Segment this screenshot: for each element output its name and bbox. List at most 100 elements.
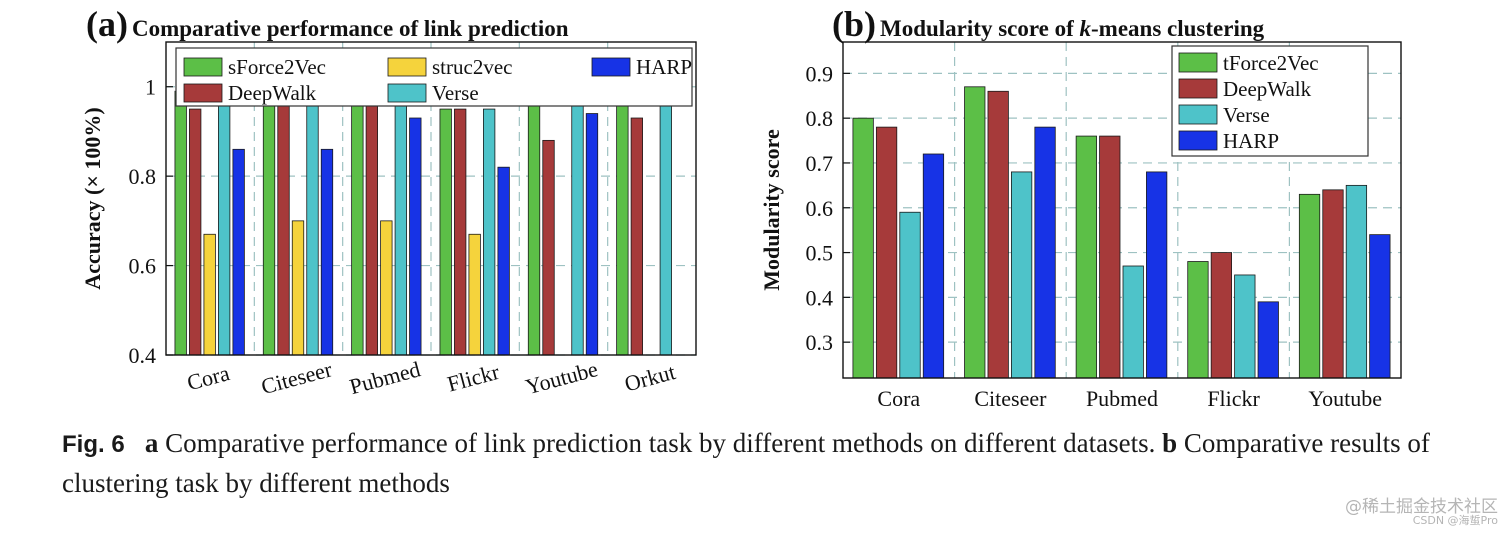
y-tick-label: 1: [145, 75, 156, 100]
bar-deepwalk-flickr: [1210, 252, 1232, 379]
y-tick-label: 0.8: [129, 164, 157, 189]
bar-deepwalk-youtube: [1322, 189, 1344, 379]
x-tick-label: Pubmed: [347, 356, 423, 399]
figure-caption: Fig. 6 a Comparative performance of link…: [62, 424, 1462, 502]
x-tick-label: Pubmed: [1086, 386, 1158, 411]
legend-swatch-sforce2vec: [183, 57, 223, 77]
bar-deepwalk-pubmed: [365, 99, 378, 356]
axes-frame: [842, 41, 1402, 379]
bar-harp-citeseer: [320, 148, 334, 356]
bar-verse-cora: [899, 211, 921, 379]
chart-panel-a: 0.4 0.6 0.8 1 Cora Citeseer Pubmed Flickr Youtub…: [80, 4, 697, 399]
bar-verse-youtube: [1345, 184, 1368, 379]
x-tick-label: Youtube: [523, 356, 601, 399]
bar-deepwalk-pubmed: [1099, 135, 1121, 379]
y-tick-label: 0.4: [129, 343, 157, 368]
title-text-suffix: -means clustering: [1091, 16, 1265, 41]
x-tick-label: Citeseer: [259, 356, 336, 399]
bar-verse-citeseer: [1011, 171, 1033, 379]
bar-deepwalk-youtube: [542, 139, 555, 356]
legend-label-verse: Verse: [432, 81, 479, 105]
legend-label-verse: Verse: [1223, 103, 1270, 127]
x-tick-label: Citeseer: [974, 386, 1047, 411]
bar-verse-cora: [218, 90, 231, 356]
bar-deepwalk-cora: [875, 126, 898, 379]
legend-label-tforce2vec: tForce2Vec: [1223, 51, 1319, 75]
x-tick-label: Cora: [184, 360, 232, 395]
watermark-line1: @稀土掘金技术社区: [1345, 497, 1498, 517]
chart-title: (a) Comparative performance of link predi…: [86, 4, 569, 44]
watermark: @稀土掘金技术社区 CSDN @海蜇Pro: [1345, 497, 1498, 528]
x-tick-label: Flickr: [1207, 386, 1260, 411]
bar-tforce2vec-cora: [852, 117, 874, 379]
legend-swatch-verse: [1178, 104, 1218, 125]
bar-tforce2vec-citeseer: [964, 86, 986, 379]
legend-swatch-deepwalk: [1178, 78, 1218, 99]
bar-verse-pubmed: [394, 99, 407, 356]
x-tick-label: Flickr: [445, 359, 503, 397]
bar-harp-pubmed: [409, 117, 422, 356]
bar-verse-citeseer: [306, 90, 319, 356]
title-text: Modularity score of: [880, 16, 1080, 41]
bar-struc2vec-flickr: [468, 233, 481, 356]
y-axis-label: Accuracy (× 100%): [80, 107, 105, 289]
y-tick-label: 0.3: [806, 330, 834, 355]
axes-frame: [165, 41, 697, 356]
bar-harp-pubmed: [1146, 171, 1168, 379]
bar-harp-cora: [232, 148, 245, 356]
legend-label-deepwalk: DeepWalk: [228, 81, 317, 105]
legend-label-sforce2vec: sForce2Vec: [228, 55, 326, 79]
bar-verse-flickr: [483, 108, 496, 356]
bar-tforce2vec-pubmed: [1075, 135, 1097, 379]
bar-verse-youtube: [571, 90, 584, 356]
bar-sforce2vec-citeseer: [262, 90, 276, 356]
bar-sforce2vec-pubmed: [351, 88, 364, 356]
caption-a-label: a: [144, 428, 159, 458]
chart-title: (b) Modularity score of k-means clusterin…: [832, 4, 1265, 44]
legend-swatch-harp: [1178, 130, 1218, 151]
legend-swatch-harp: [591, 57, 631, 77]
bar-struc2vec-citeseer: [291, 220, 305, 356]
caption-a-text: Comparative performance of link predicti…: [165, 428, 1156, 458]
bar-sforce2vec-flickr: [439, 108, 452, 356]
watermark-line2: CSDN @海蜇Pro: [1412, 514, 1498, 527]
bar-struc2vec-pubmed: [380, 220, 393, 356]
bar-sforce2vec-cora: [174, 90, 187, 356]
bar-harp-youtube: [1369, 234, 1391, 379]
y-tick-label: 0.5: [806, 241, 834, 266]
bar-sforce2vec-orkut: [616, 99, 629, 356]
legend-swatch-deepwalk: [183, 83, 223, 103]
panel-label: (b): [832, 4, 876, 44]
title-text: Comparative performance of link predicti…: [132, 16, 569, 41]
y-tick-label: 0.4: [806, 285, 834, 310]
bar-verse-flickr: [1234, 274, 1256, 379]
legend-label-struc2vec: struc2vec: [432, 55, 512, 79]
bar-deepwalk-orkut: [630, 117, 643, 356]
legend-label-harp: HARP: [636, 55, 692, 79]
bar-harp-cora: [922, 153, 945, 379]
bar-deepwalk-flickr: [454, 108, 467, 356]
bar-harp-flickr: [1257, 301, 1279, 379]
caption-fig-label: Fig. 6: [62, 431, 125, 458]
y-tick-label: 0.6: [806, 196, 834, 221]
panel-label: (a): [86, 4, 128, 44]
bar-sforce2vec-youtube: [527, 95, 541, 356]
legend-swatch-tforce2vec: [1178, 52, 1218, 73]
legend-swatch-struc2vec: [387, 57, 427, 77]
bar-tforce2vec-flickr: [1187, 261, 1209, 379]
x-tick-label: Youtube: [1308, 386, 1382, 411]
x-tick-label: Cora: [877, 386, 920, 411]
y-axis-label: Modularity score: [759, 129, 784, 291]
bar-tforce2vec-youtube: [1298, 193, 1321, 379]
y-tick-label: 0.8: [806, 106, 834, 131]
bar-deepwalk-citeseer: [277, 99, 290, 356]
bar-deepwalk-citeseer: [987, 90, 1009, 379]
bar-verse-orkut: [659, 99, 672, 356]
y-tick-label: 0.9: [806, 61, 834, 86]
legend-swatch-verse: [387, 83, 427, 103]
legend-label-deepwalk: DeepWalk: [1223, 77, 1312, 101]
title-italic: k: [1080, 16, 1092, 41]
bar-harp-citeseer: [1034, 126, 1056, 379]
caption-b-label: b: [1162, 428, 1178, 458]
